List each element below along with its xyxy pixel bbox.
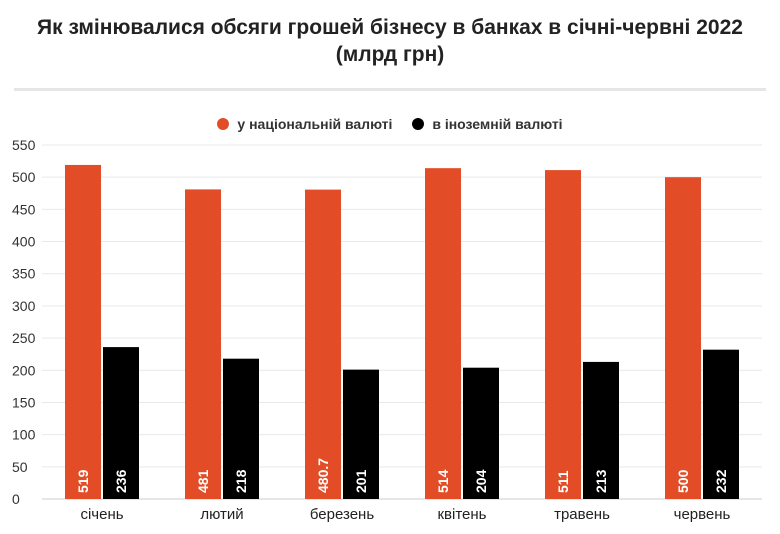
bar-foreign [343, 369, 379, 499]
y-tick-label: 450 [12, 201, 36, 217]
legend-swatch-national [217, 118, 230, 130]
bar-foreign [103, 347, 139, 499]
legend-item-foreign: в іноземній валюті [412, 116, 563, 132]
y-tick-label: 300 [12, 298, 36, 314]
data-label-foreign: 236 [113, 469, 129, 493]
data-label-national: 519 [75, 469, 91, 493]
data-label-national: 514 [435, 469, 451, 493]
legend-label-foreign: в іноземній валюті [432, 116, 563, 132]
legend-swatch-foreign [412, 118, 425, 130]
bar-foreign [223, 358, 259, 499]
x-tick-label: травень [554, 506, 610, 523]
data-label-foreign: 232 [713, 469, 729, 493]
chart-title-line-2: (млрд грн) [335, 43, 445, 66]
data-label-national: 500 [675, 469, 691, 493]
legend-label-national: у національній валюті [237, 116, 393, 132]
data-label-national: 480.7 [315, 458, 331, 493]
y-tick-label: 400 [12, 234, 36, 250]
data-label-foreign: 213 [593, 469, 609, 493]
chart-title-line-1: Як змінювалися обсяги грошей бізнесу в б… [37, 16, 743, 39]
bar-foreign [463, 367, 499, 499]
y-tick-label: 200 [12, 362, 36, 378]
data-label-national: 481 [195, 469, 211, 493]
legend-item-national: у національній валюті [217, 116, 392, 132]
bar-national [545, 170, 581, 500]
x-tick-label: червень [674, 506, 731, 523]
data-label-foreign: 204 [473, 469, 489, 493]
y-tick-label: 550 [12, 137, 36, 153]
y-tick-label: 250 [12, 330, 36, 346]
data-label-foreign: 218 [233, 469, 249, 493]
y-tick-label: 350 [12, 266, 36, 282]
x-tick-label: січень [80, 506, 123, 523]
chart-legend: у національній валюті в іноземній валюті [0, 116, 780, 133]
y-tick-label: 150 [12, 394, 36, 410]
y-tick-label: 100 [12, 427, 36, 443]
bar-foreign [703, 349, 739, 499]
y-tick-label: 0 [12, 491, 20, 507]
bar-national [665, 177, 701, 499]
x-tick-label: лютий [200, 506, 243, 523]
data-label-national: 511 [555, 470, 571, 493]
x-tick-label: квітень [437, 506, 486, 523]
bar-national [65, 164, 101, 499]
bar-national [425, 168, 461, 500]
y-tick-label: 50 [12, 459, 28, 475]
y-tick-label: 500 [12, 169, 36, 185]
bar-national [305, 189, 341, 499]
bar-national [185, 189, 221, 500]
chart-title: Як змінювалися обсяги грошей бізнесу в б… [0, 14, 780, 68]
bar-foreign [583, 361, 619, 499]
data-label-foreign: 201 [353, 469, 369, 493]
x-tick-label: березень [310, 506, 374, 523]
title-divider [14, 88, 766, 91]
